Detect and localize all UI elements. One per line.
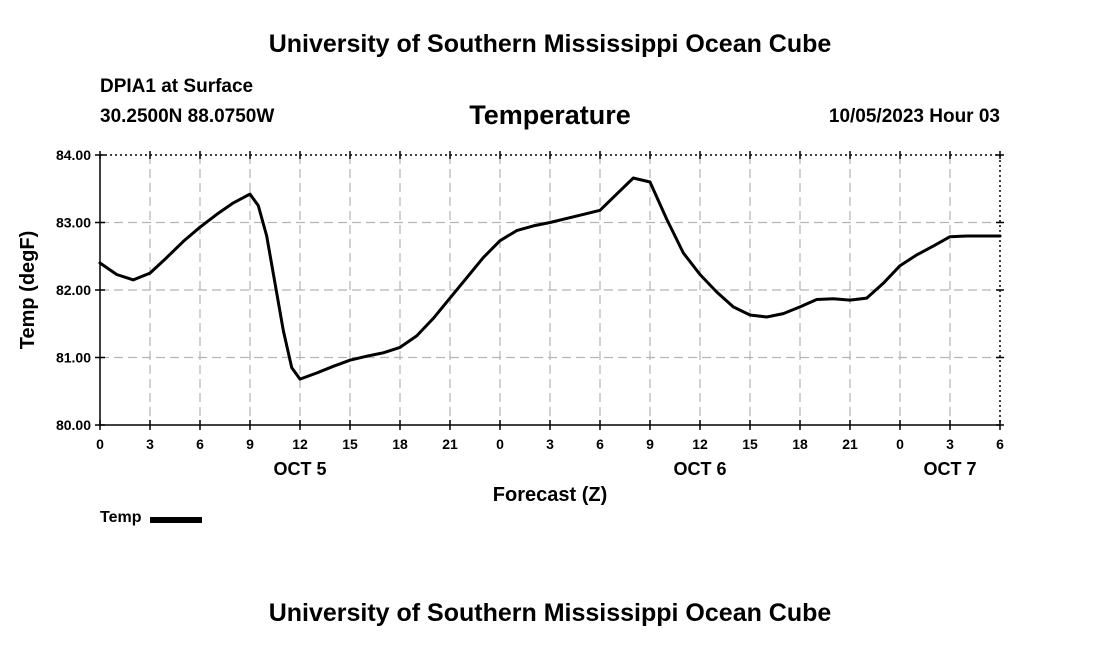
x-tick-label: 18 xyxy=(792,436,808,452)
x-tick-label: 3 xyxy=(146,436,154,452)
y-tick-label: 84.00 xyxy=(56,147,91,163)
y-tick-label: 82.00 xyxy=(56,282,91,298)
chart-title: Temperature xyxy=(469,100,631,130)
x-tick-label: 15 xyxy=(342,436,358,452)
footer-title: University of Southern Mississippi Ocean… xyxy=(268,599,832,627)
legend-swatch xyxy=(150,516,203,523)
x-tick-label: 12 xyxy=(292,436,308,452)
x-tick-label: 18 xyxy=(392,436,408,452)
x-tick-label: 21 xyxy=(842,436,858,452)
station-coordinates: 30.2500N 88.0750W xyxy=(100,106,275,127)
date-label: OCT 5 xyxy=(273,459,326,479)
x-tick-label: 0 xyxy=(496,436,504,452)
date-label: OCT 6 xyxy=(673,459,726,479)
series-line-temp xyxy=(98,176,1002,381)
x-tick-label: 0 xyxy=(896,436,904,452)
y-tick-label: 80.00 xyxy=(56,417,91,433)
x-tick-label: 3 xyxy=(546,436,554,452)
page-title: University of Southern Mississippi Ocean… xyxy=(268,30,832,58)
x-tick-label: 21 xyxy=(442,436,458,452)
y-tick-label: 81.00 xyxy=(56,350,91,366)
x-tick-label: 9 xyxy=(246,436,254,452)
y-axis-title: Temp (degF) xyxy=(17,231,39,350)
x-tick-label: 6 xyxy=(996,436,1004,452)
legend: Temp xyxy=(100,509,203,527)
x-tick-label: 6 xyxy=(196,436,204,452)
legend-label: Temp xyxy=(100,509,142,526)
x-tick-label: 9 xyxy=(646,436,654,452)
x-axis-title: Forecast (Z) xyxy=(493,484,607,506)
y-tick-label: 83.00 xyxy=(56,215,91,231)
x-tick-label: 15 xyxy=(742,436,758,452)
x-tick-label: 12 xyxy=(692,436,708,452)
x-tick-label: 0 xyxy=(96,436,104,452)
x-tick-label: 3 xyxy=(946,436,954,452)
x-tick-label: 6 xyxy=(596,436,604,452)
station-label: DPIA1 at Surface xyxy=(100,76,254,97)
forecast-run-time: 10/05/2023 Hour 03 xyxy=(828,106,1000,127)
date-label: OCT 7 xyxy=(923,459,976,479)
